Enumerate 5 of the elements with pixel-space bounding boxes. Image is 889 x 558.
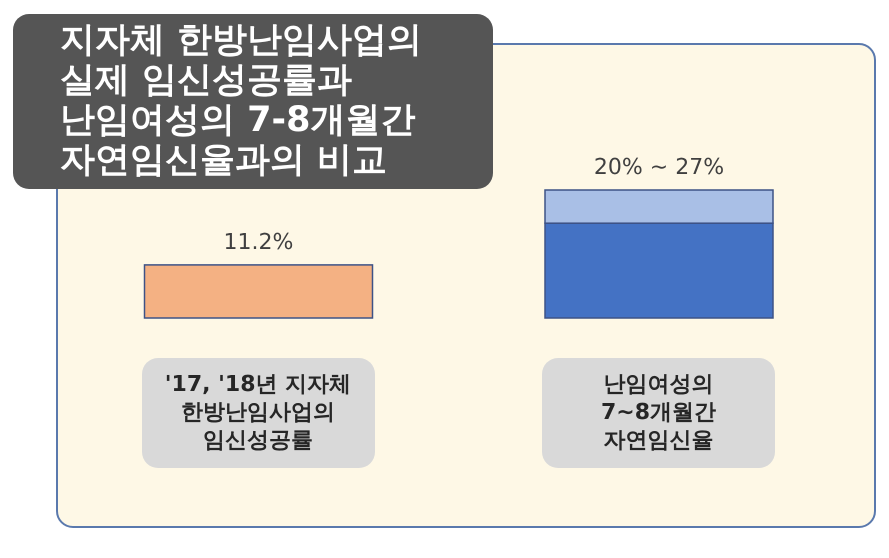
x-tick-label: 난임여성의 7~8개월간 자연임신율 [600, 371, 718, 455]
value-labels: 11.2% [224, 230, 294, 255]
annotations: 20% ~ 27% [594, 155, 724, 180]
x-tick-label: '17, '18년 지자체 한방난임사업의 임신성공률 [164, 371, 352, 455]
chart-title: 지자체 한방난임사업의 실제 임신성공률과 난임여성의 7-8개월간 자연임신율과의 비교 [60, 20, 424, 180]
